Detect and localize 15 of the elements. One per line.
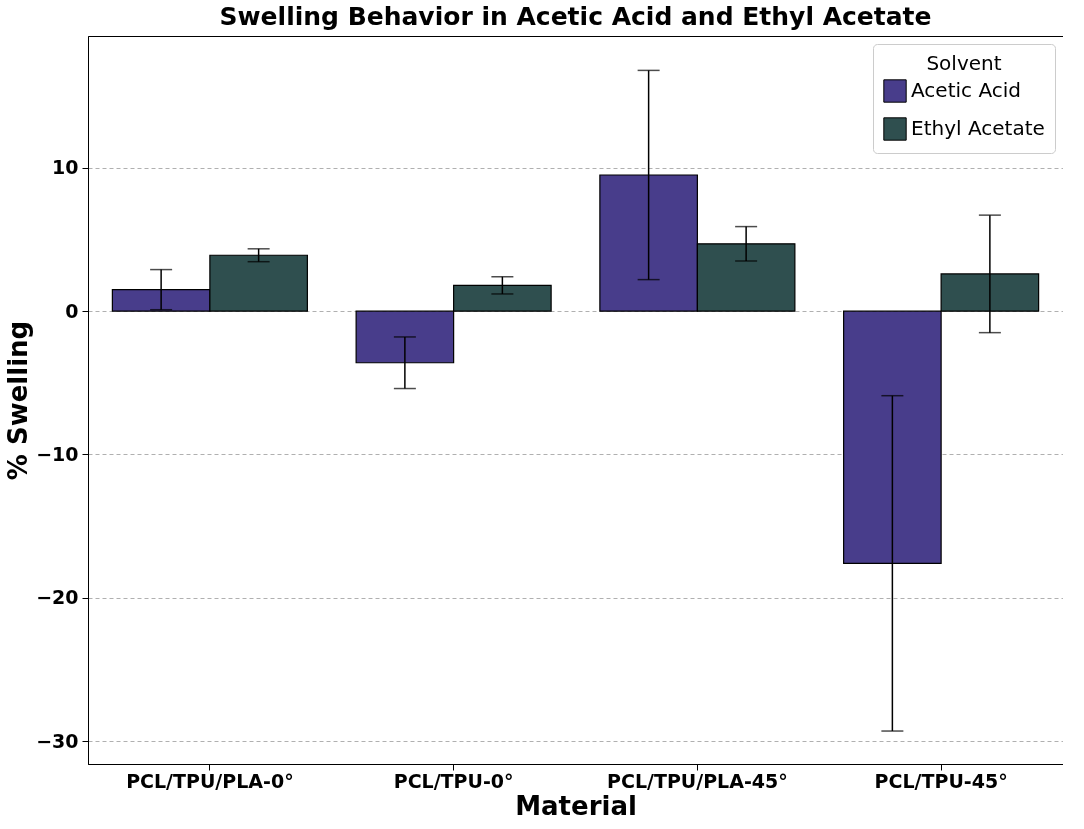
y-tick-label: −10 bbox=[36, 442, 79, 465]
x-tick-label: PCL/TPU-0° bbox=[393, 769, 514, 792]
legend-label: Ethyl Acetate bbox=[911, 116, 1045, 140]
chart-title: Swelling Behavior in Acetic Acid and Ethyl Acetate bbox=[219, 2, 932, 31]
y-tick-label: 10 bbox=[52, 156, 79, 179]
y-axis-title: % Swelling bbox=[3, 320, 34, 481]
x-tick-label: PCL/TPU-45° bbox=[874, 769, 1008, 792]
legend-title: Solvent bbox=[926, 51, 1002, 75]
y-tick-label: −30 bbox=[36, 729, 79, 752]
x-tick-label: PCL/TPU/PLA-0° bbox=[126, 769, 294, 792]
y-tick-label: −20 bbox=[36, 586, 79, 609]
x-tick-label: PCL/TPU/PLA-45° bbox=[607, 769, 788, 792]
legend-label: Acetic Acid bbox=[911, 78, 1021, 102]
x-axis-title: Material bbox=[515, 790, 637, 821]
y-tick-label: 0 bbox=[65, 299, 79, 322]
